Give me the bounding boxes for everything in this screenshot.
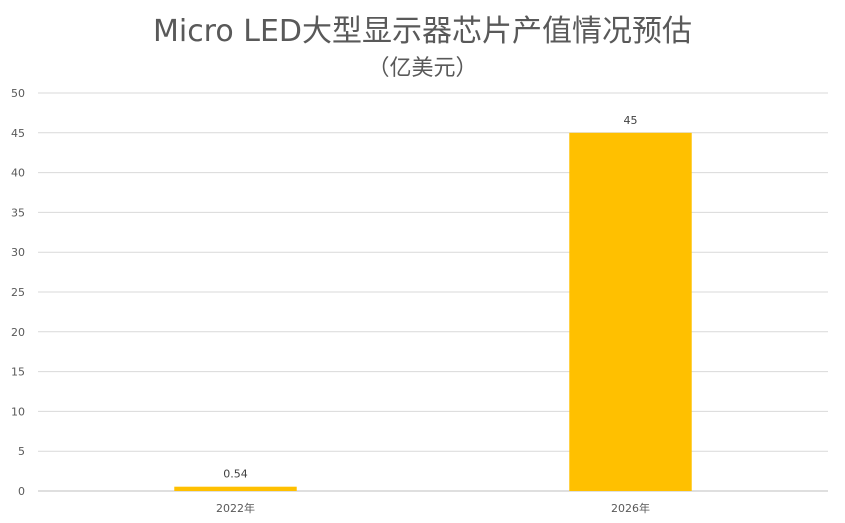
y-tick-label: 30	[11, 246, 25, 259]
y-tick-label: 15	[11, 366, 25, 379]
data-label: 45	[624, 114, 638, 127]
x-axis-ticks: 2022年 2026年	[216, 501, 650, 515]
y-axis-ticks: 0 5 10 15 20 25 30 35 40 45 50	[11, 87, 25, 498]
y-tick-label: 20	[11, 326, 25, 339]
y-tick-label: 40	[11, 167, 25, 180]
y-tick-label: 45	[11, 127, 25, 140]
y-tick-label: 25	[11, 286, 25, 299]
bar	[569, 132, 692, 492]
chart-title: Micro LED大型显示器芯片产值情况预估	[152, 14, 693, 49]
y-tick-label: 35	[11, 206, 25, 219]
y-tick-label: 50	[11, 87, 25, 100]
data-labels: 0.54 45	[223, 114, 637, 481]
bar	[174, 486, 297, 491]
x-tick-label: 2022年	[216, 501, 255, 515]
x-tick-label: 2026年	[611, 501, 650, 515]
y-tick-label: 0	[18, 485, 25, 498]
chart-subtitle: （亿美元）	[367, 56, 478, 81]
bars	[174, 132, 692, 492]
y-tick-label: 10	[11, 405, 25, 418]
y-tick-label: 5	[18, 445, 25, 458]
data-label: 0.54	[223, 468, 248, 481]
gridlines	[38, 92, 828, 492]
